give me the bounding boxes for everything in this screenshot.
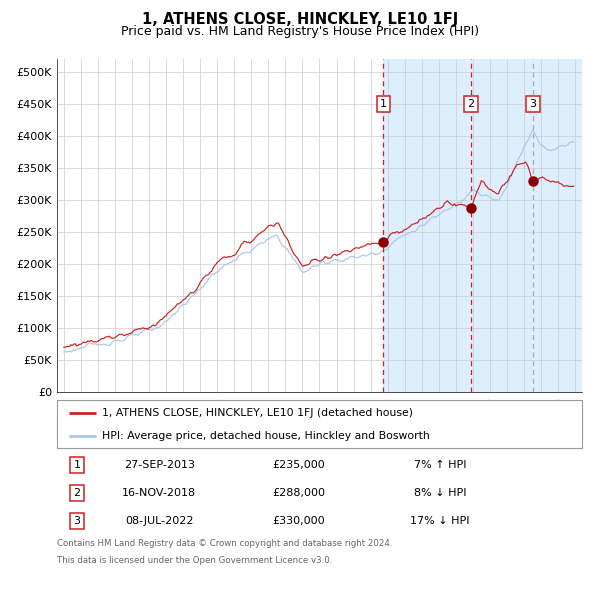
Text: 3: 3 [529, 99, 536, 109]
FancyBboxPatch shape [57, 400, 582, 448]
Text: 2: 2 [467, 99, 475, 109]
Text: 7% ↑ HPI: 7% ↑ HPI [414, 460, 467, 470]
Text: 1, ATHENS CLOSE, HINCKLEY, LE10 1FJ: 1, ATHENS CLOSE, HINCKLEY, LE10 1FJ [142, 12, 458, 27]
Text: £330,000: £330,000 [272, 516, 325, 526]
Text: 17% ↓ HPI: 17% ↓ HPI [410, 516, 470, 526]
Text: 16-NOV-2018: 16-NOV-2018 [122, 488, 196, 498]
Text: 1, ATHENS CLOSE, HINCKLEY, LE10 1FJ (detached house): 1, ATHENS CLOSE, HINCKLEY, LE10 1FJ (det… [101, 408, 413, 418]
Text: Price paid vs. HM Land Registry's House Price Index (HPI): Price paid vs. HM Land Registry's House … [121, 25, 479, 38]
Text: Contains HM Land Registry data © Crown copyright and database right 2024.: Contains HM Land Registry data © Crown c… [57, 539, 392, 548]
Text: This data is licensed under the Open Government Licence v3.0.: This data is licensed under the Open Gov… [57, 556, 332, 565]
Text: 08-JUL-2022: 08-JUL-2022 [125, 516, 194, 526]
Text: 3: 3 [73, 516, 80, 526]
Text: £235,000: £235,000 [272, 460, 325, 470]
Text: 2: 2 [73, 488, 80, 498]
Text: 1: 1 [380, 99, 387, 109]
Bar [383, 59, 590, 392]
Text: HPI: Average price, detached house, Hinckley and Bosworth: HPI: Average price, detached house, Hinc… [101, 431, 430, 441]
Text: £288,000: £288,000 [272, 488, 325, 498]
Text: 1: 1 [73, 460, 80, 470]
Text: 8% ↓ HPI: 8% ↓ HPI [414, 488, 467, 498]
Text: 27-SEP-2013: 27-SEP-2013 [124, 460, 195, 470]
